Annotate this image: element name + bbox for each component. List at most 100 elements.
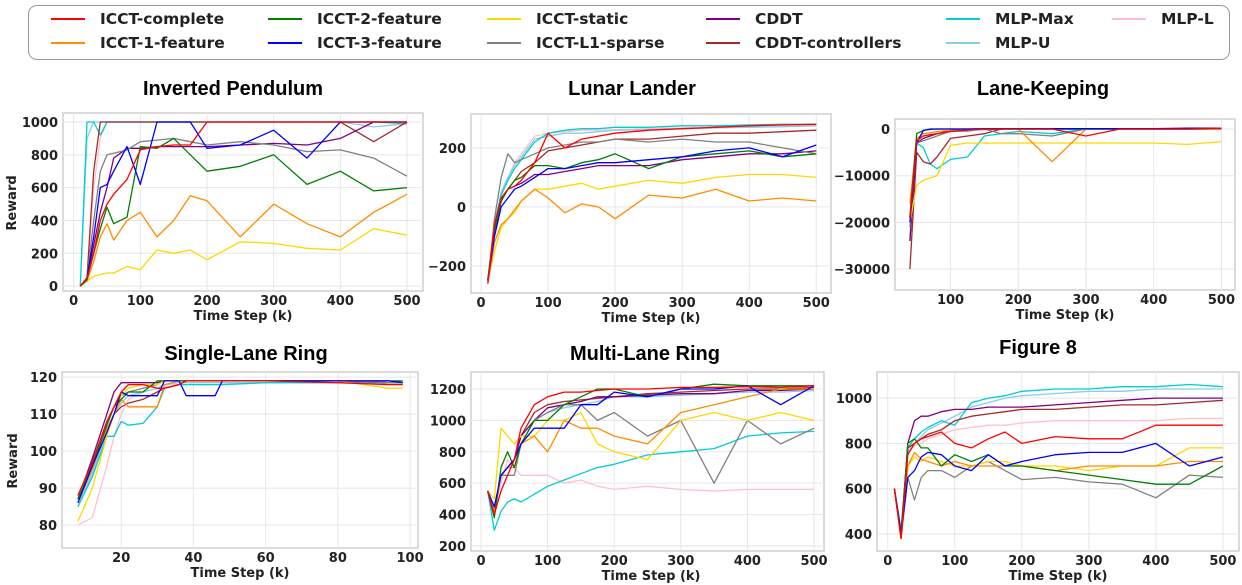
y-tick-label: 400	[845, 528, 872, 543]
y-tick-label: 400	[31, 214, 58, 229]
x-axis-label: Time Step (k)	[193, 309, 293, 324]
x-tick-label: 300	[1072, 293, 1099, 308]
y-tick-label: −200	[428, 260, 466, 275]
x-tick-label: 100	[941, 554, 968, 569]
legend-swatch	[487, 42, 521, 44]
plot-area	[470, 371, 825, 552]
y-tick-label: 200	[439, 142, 466, 157]
y-tick-label: 400	[439, 509, 466, 524]
series-line-icct-complete	[909, 127, 1222, 218]
x-axis-label: Time Step (k)	[601, 569, 701, 584]
x-tick-label: 500	[1208, 293, 1235, 308]
series-line-icct-3-feature	[487, 144, 817, 281]
series-line-mlp-u	[487, 125, 817, 281]
series-line-icct-3-feature	[893, 442, 1224, 535]
x-tick-label: 200	[601, 554, 628, 569]
legend-label: ICCT-complete	[100, 10, 225, 28]
y-tick-label: 120	[30, 371, 57, 386]
x-tick-label: 100	[127, 294, 154, 309]
x-axis-label: Time Step (k)	[190, 566, 290, 581]
y-tick-label: 0	[881, 123, 890, 138]
legend-item: MLP-U	[946, 34, 1050, 52]
chart-title-lane-keeping: Lane-Keeping	[976, 78, 1110, 100]
y-tick-label: 1000	[430, 414, 466, 429]
y-tick-label: −30000	[834, 263, 890, 278]
legend-swatch	[51, 18, 85, 20]
y-tick-label: 200	[31, 247, 58, 262]
y-tick-label: 800	[31, 149, 58, 164]
legend-item: ICCT-3-feature	[268, 34, 442, 52]
y-tick-label: 0	[49, 280, 58, 295]
x-tick-label: 200	[1008, 554, 1035, 569]
series-line-cddt	[79, 121, 407, 287]
legend-label: ICCT-3-feature	[317, 34, 442, 52]
x-tick-label: 200	[602, 296, 629, 311]
series-line-icct-1-feature	[79, 193, 408, 287]
legend-label: MLP-Max	[995, 10, 1074, 28]
legend-item: ICCT-2-feature	[268, 10, 442, 28]
series-line-icct-2-feature	[79, 137, 408, 287]
legend-label: CDDT	[755, 10, 803, 28]
series-line-icct-complete	[487, 123, 817, 284]
legend-label: CDDT-controllers	[755, 34, 902, 52]
legend-swatch	[706, 18, 740, 20]
y-axis-label: Reward	[5, 175, 20, 231]
legend-item: CDDT-controllers	[706, 34, 901, 52]
y-tick-label: 200	[439, 540, 466, 555]
y-tick-label: 1200	[430, 383, 466, 398]
legend-swatch	[946, 18, 980, 20]
x-axis-label: Time Step (k)	[1015, 308, 1115, 323]
x-tick-label: 400	[1140, 293, 1167, 308]
y-tick-label: 600	[31, 182, 58, 197]
series-line-icct-1-feature	[487, 188, 817, 284]
legend-label: ICCT-1-feature	[100, 34, 225, 52]
x-tick-label: 100	[937, 293, 964, 308]
series-line-icct-complete	[893, 424, 1223, 540]
x-tick-label: 60	[257, 551, 275, 566]
legend-swatch	[51, 42, 85, 44]
x-tick-label: 100	[534, 554, 561, 569]
x-tick-label: 100	[396, 551, 423, 566]
x-tick-label: 400	[734, 554, 761, 569]
x-tick-label: 200	[193, 294, 220, 309]
series-line-icct-2-feature	[487, 383, 814, 519]
x-tick-label: 40	[184, 551, 202, 566]
chart-title-figure-8: Figure 8	[999, 337, 1077, 359]
y-axis-label: Reward	[6, 433, 21, 489]
legend-swatch	[706, 42, 740, 44]
legend-label: ICCT-static	[536, 10, 629, 28]
y-tick-label: 90	[39, 482, 57, 497]
x-tick-label: 0	[69, 294, 78, 309]
x-tick-label: 500	[393, 294, 420, 309]
legend-swatch	[946, 42, 980, 44]
series-line-icct-3-feature	[487, 385, 815, 508]
series-line-icct-2-feature	[893, 438, 1224, 540]
plot-area	[61, 371, 419, 549]
series-line-icct-complete	[79, 121, 407, 287]
x-axis-label: Time Step (k)	[1008, 569, 1108, 584]
series-line-icct-3-feature	[79, 121, 407, 287]
x-tick-label: 400	[1142, 554, 1169, 569]
x-tick-label: 400	[327, 294, 354, 309]
series-line-icct-static	[79, 228, 408, 287]
x-tick-label: 20	[112, 551, 130, 566]
series-line-icct-complete	[487, 385, 815, 516]
y-tick-label: 110	[30, 408, 57, 423]
legend-item: ICCT-complete	[51, 10, 224, 28]
legend-item: ICCT-static	[487, 10, 628, 28]
subplot: 0 100 200 300 400 500 −200 0 200	[428, 113, 832, 311]
subplot: 100 200 300 400 500 −30000 −20000 −10000 0	[834, 118, 1236, 308]
y-tick-label: −20000	[834, 216, 890, 231]
y-tick-label: 0	[457, 201, 466, 216]
series-line-mlp-max	[487, 430, 815, 531]
series-line-icct-l1-sparse	[487, 404, 815, 516]
y-tick-label: −10000	[834, 170, 890, 185]
legend-label: MLP-L	[1161, 10, 1214, 28]
subplot: 0 100 200 300 400 500 200 400 600 800 1000 1200	[430, 371, 828, 569]
legend-item: ICCT-1-feature	[51, 34, 225, 52]
chart-title-lunar-lander: Lunar Lander	[568, 78, 696, 100]
chart-title-inverted-pendulum: Inverted Pendulum	[142, 78, 324, 100]
y-tick-label: 800	[439, 446, 466, 461]
subplot: 20 40 60 80 100 80 90 100 110 120	[30, 371, 424, 566]
subplot: 0 100 200 300 400 500 0 200 400 600 800 1000	[22, 112, 424, 309]
